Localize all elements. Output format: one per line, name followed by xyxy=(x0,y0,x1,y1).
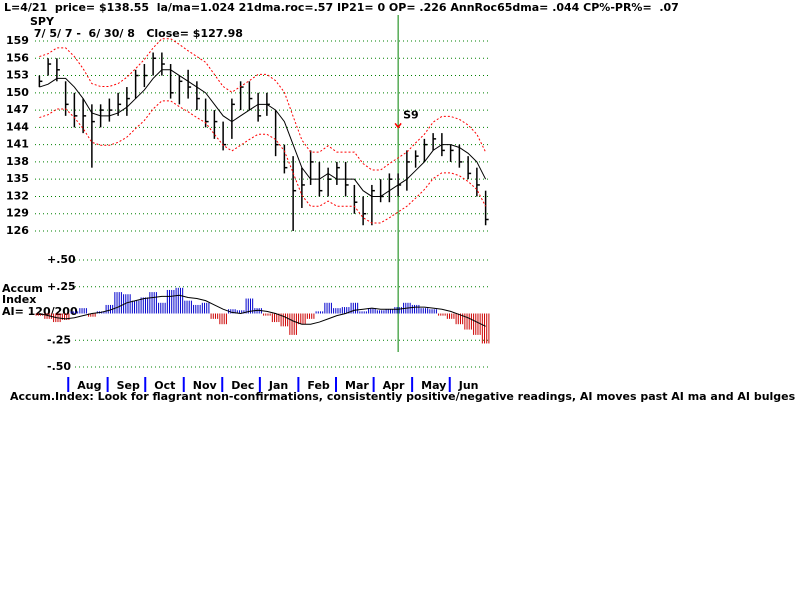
x-tick-label: Sep xyxy=(117,379,140,392)
x-tick-label: May xyxy=(421,379,446,392)
subtitle: 7/ 5/ 7 - 6/ 30/ 8 Close= $127.98 xyxy=(30,27,243,40)
y-tick-label: 138 xyxy=(6,155,29,168)
accum-tick-label: +.50 xyxy=(47,253,76,266)
y-tick-label: 141 xyxy=(6,138,29,151)
y-tick-label: 150 xyxy=(6,86,29,99)
accum-label: Accum xyxy=(2,282,43,295)
accum-tick-label: -.50 xyxy=(47,360,71,373)
y-tick-label: 153 xyxy=(6,69,29,82)
header: L=4/21 price= $138.55 la/ma=1.024 21dma.… xyxy=(4,1,679,14)
ticker: SPY xyxy=(30,15,55,28)
y-tick-label: 156 xyxy=(6,51,29,64)
signal-label: S9 xyxy=(403,108,419,121)
x-tick-label: Aug xyxy=(77,379,101,392)
y-tick-label: 129 xyxy=(6,207,29,220)
x-tick-label: Jun xyxy=(458,379,479,392)
x-tick-label: Jan xyxy=(268,379,288,392)
y-tick-label: 126 xyxy=(6,224,29,237)
y-tick-label: 159 xyxy=(6,34,29,47)
x-tick-label: Mar xyxy=(345,379,369,392)
x-tick-label: Oct xyxy=(154,379,175,392)
accum-tick-label: -.25 xyxy=(47,333,71,346)
y-tick-label: 135 xyxy=(6,172,29,185)
x-tick-label: Dec xyxy=(231,379,254,392)
y-tick-label: 144 xyxy=(6,120,29,133)
accum-label: AI= 120/200 xyxy=(2,305,78,318)
accum-label: Index xyxy=(2,293,36,306)
x-tick-label: Apr xyxy=(383,379,405,392)
y-tick-label: 132 xyxy=(6,189,29,202)
y-tick-label: 147 xyxy=(6,103,29,116)
accum-tick-label: +.25 xyxy=(47,280,76,293)
footnote: Accum.Index: Look for flagrant non-confi… xyxy=(10,390,800,403)
accum-ma-line xyxy=(39,294,486,327)
ma-line xyxy=(39,69,487,197)
x-tick-label: Nov xyxy=(193,379,218,392)
ma-line xyxy=(39,100,487,224)
x-tick-label: Feb xyxy=(307,379,330,392)
ma-line xyxy=(39,38,487,171)
signal-arrow xyxy=(394,122,402,129)
